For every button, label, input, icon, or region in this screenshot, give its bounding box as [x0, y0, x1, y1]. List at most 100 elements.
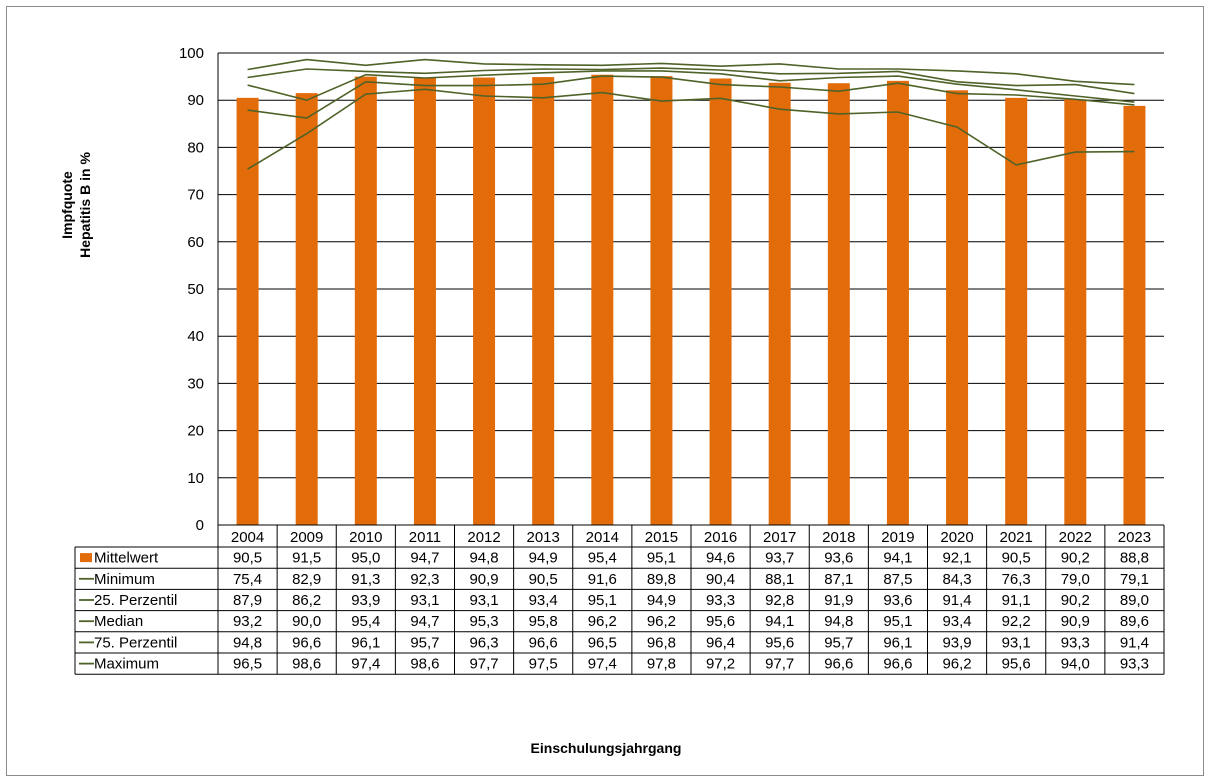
legend-label: Median — [94, 613, 143, 630]
x-tick-label: 2022 — [1059, 529, 1092, 546]
data-label: 79,1 — [1120, 571, 1149, 588]
data-label: 96,1 — [883, 634, 912, 651]
series-line — [247, 58, 1135, 86]
data-label: 98,6 — [292, 656, 321, 673]
data-label: 94,8 — [469, 550, 498, 567]
data-label: 97,5 — [529, 656, 558, 673]
x-tick-label: 2021 — [1000, 529, 1033, 546]
data-label: 96,6 — [824, 656, 853, 673]
bar — [1005, 97, 1028, 525]
data-label: 96,5 — [233, 656, 262, 673]
x-tick-label: 2018 — [822, 529, 855, 546]
bar — [1064, 99, 1087, 526]
data-label: 92,1 — [942, 550, 971, 567]
data-label: 93,6 — [883, 592, 912, 609]
data-label: 93,6 — [824, 550, 853, 567]
data-label: 90,5 — [233, 550, 262, 567]
data-label: 91,6 — [588, 571, 617, 588]
data-label: 95,1 — [647, 550, 676, 567]
data-label: 93,9 — [942, 634, 971, 651]
x-tick-label: 2023 — [1118, 529, 1151, 546]
data-label: 93,2 — [233, 613, 262, 630]
bar — [709, 78, 732, 525]
series-line — [247, 88, 1135, 170]
data-label: 94,6 — [706, 550, 735, 567]
x-tick-label: 2015 — [645, 529, 678, 546]
data-label: 90,0 — [292, 613, 321, 630]
data-label: 93,4 — [942, 613, 971, 630]
data-label: 98,6 — [410, 656, 439, 673]
data-label: 95,1 — [588, 592, 617, 609]
data-label: 93,4 — [529, 592, 558, 609]
data-label: 94,8 — [233, 634, 262, 651]
legend-label: Maximum — [94, 656, 159, 673]
bar — [1123, 105, 1146, 525]
data-label: 96,1 — [351, 634, 380, 651]
legend-label: Mittelwert — [94, 550, 159, 567]
data-label: 95,6 — [1002, 656, 1031, 673]
data-label: 96,4 — [706, 634, 735, 651]
data-label: 86,2 — [292, 592, 321, 609]
bar — [413, 78, 436, 526]
data-label: 95,7 — [824, 634, 853, 651]
data-label: 88,1 — [765, 571, 794, 588]
x-tick-label: 2011 — [409, 529, 441, 546]
y-tick-label: 0 — [196, 517, 204, 534]
data-label: 75,4 — [233, 571, 262, 588]
data-label: 94,1 — [765, 613, 794, 630]
chart-frame — [6, 6, 1204, 776]
y-tick-label: 50 — [187, 281, 204, 298]
data-label: 90,9 — [1061, 613, 1090, 630]
series-line — [247, 75, 1135, 119]
data-label: 94,9 — [529, 550, 558, 567]
data-label: 87,1 — [824, 571, 853, 588]
data-label: 93,9 — [351, 592, 380, 609]
x-tick-label: 2014 — [586, 529, 619, 546]
data-label: 97,2 — [706, 656, 735, 673]
data-label: 95,3 — [469, 613, 498, 630]
data-label: 89,8 — [647, 571, 676, 588]
data-label: 95,7 — [410, 634, 439, 651]
data-label: 76,3 — [1002, 571, 1031, 588]
bar — [236, 97, 259, 525]
data-label: 96,3 — [469, 634, 498, 651]
x-tick-label: 2012 — [467, 529, 500, 546]
data-label: 97,4 — [351, 656, 380, 673]
data-label: 94,8 — [824, 613, 853, 630]
data-label: 91,1 — [1002, 592, 1031, 609]
legend-label: 25. Perzentil — [94, 592, 177, 609]
data-label: 96,8 — [647, 634, 676, 651]
x-tick-label: 2010 — [349, 529, 382, 546]
data-label: 93,3 — [1120, 656, 1149, 673]
y-tick-label: 20 — [187, 423, 204, 440]
data-label: 91,4 — [942, 592, 971, 609]
data-label: 90,5 — [529, 571, 558, 588]
y-tick-label: 30 — [187, 375, 204, 392]
data-label: 94,9 — [647, 592, 676, 609]
x-tick-label: 2004 — [231, 529, 264, 546]
data-label: 94,7 — [410, 613, 439, 630]
data-label: 93,1 — [410, 592, 439, 609]
bar — [768, 82, 791, 526]
data-label: 91,9 — [824, 592, 853, 609]
data-label: 95,6 — [706, 613, 735, 630]
data-label: 95,1 — [883, 613, 912, 630]
data-label: 96,6 — [292, 634, 321, 651]
data-label: 96,6 — [529, 634, 558, 651]
bar — [591, 74, 614, 525]
data-label: 92,3 — [410, 571, 439, 588]
data-label: 97,7 — [469, 656, 498, 673]
data-label: 94,7 — [410, 550, 439, 567]
bar — [827, 83, 850, 525]
data-label: 90,2 — [1061, 550, 1090, 567]
y-tick-label: 100 — [179, 45, 204, 62]
bar — [473, 77, 496, 525]
data-label: 93,3 — [1061, 634, 1090, 651]
bar — [532, 77, 555, 526]
data-label: 89,6 — [1120, 613, 1149, 630]
data-label: 87,5 — [883, 571, 912, 588]
data-label: 90,9 — [469, 571, 498, 588]
data-label: 79,0 — [1061, 571, 1090, 588]
data-label: 94,1 — [883, 550, 912, 567]
